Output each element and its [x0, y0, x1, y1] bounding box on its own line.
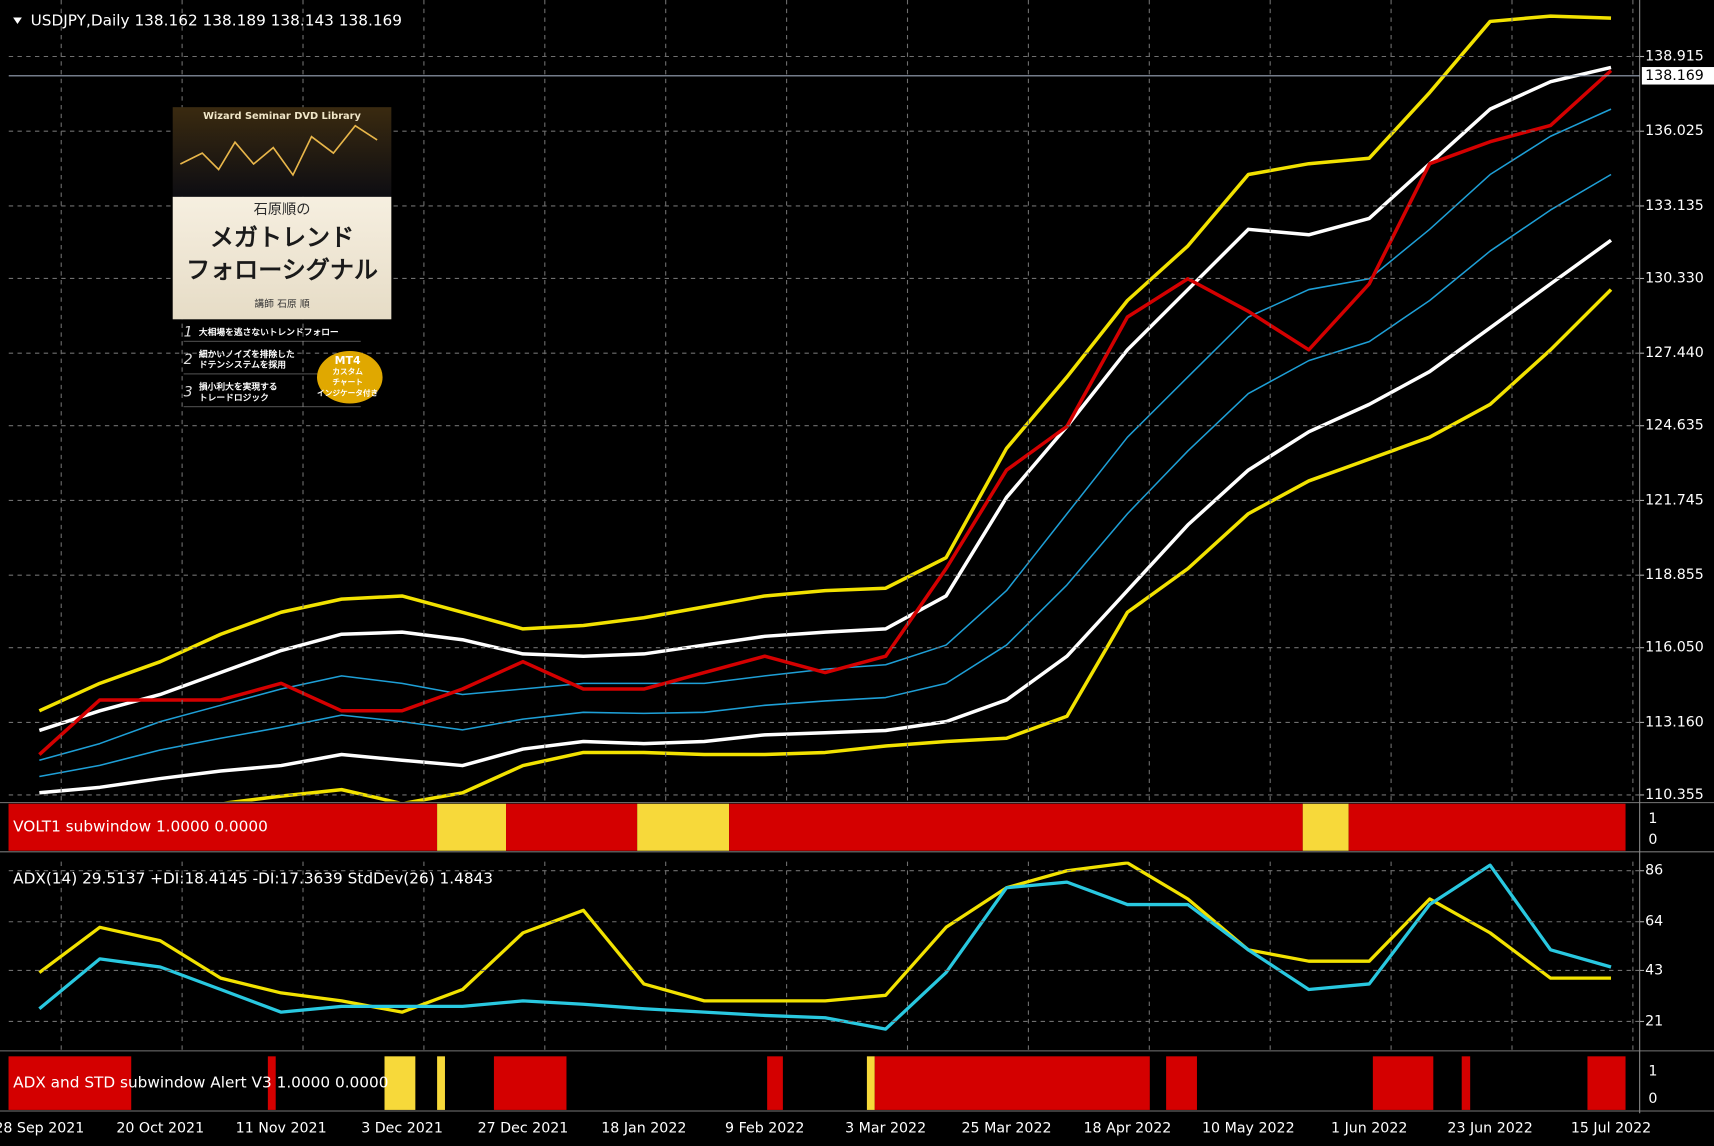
- plot-area: [38, 861, 1612, 1031]
- x-tick-label: 1 Jun 2022: [1331, 1121, 1407, 1137]
- series-line: [38, 65, 1612, 733]
- signal-segment: [874, 1056, 1150, 1110]
- signal-segment: [493, 1056, 567, 1110]
- x-tick-label: 15 Jul 2022: [1571, 1121, 1651, 1137]
- plot-area: [38, 14, 1613, 802]
- ad-point-text: 細かいノイズを排除した: [199, 348, 295, 360]
- x-tick-label: 20 Oct 2021: [116, 1121, 204, 1137]
- signal-segment: [506, 803, 638, 851]
- y-tick-label: 64: [1645, 914, 1663, 930]
- x-tick-label: 18 Jan 2022: [601, 1121, 686, 1137]
- panel-title: ADX and STD subwindow Alert V3 1.0000 0.…: [13, 1074, 388, 1092]
- ad-title: フォローシグナル: [186, 256, 378, 284]
- ad-badge-text: インジケータ付き: [317, 388, 378, 398]
- y-tick-label: 21: [1645, 1013, 1663, 1029]
- series-line: [38, 861, 1612, 1014]
- y-tick-label: 113.160: [1645, 714, 1704, 730]
- current-price-label: 138.169: [1645, 68, 1704, 84]
- x-tick-label: 3 Dec 2021: [361, 1121, 443, 1137]
- ad-title: メガトレンド: [210, 223, 354, 251]
- series-line: [223, 288, 1613, 802]
- series-line: [39, 173, 1612, 778]
- y-tick-label: 138.915: [1645, 48, 1704, 64]
- current-price-box: [1641, 67, 1714, 85]
- signal-segment: [384, 1056, 416, 1110]
- signal-segment: [1302, 803, 1349, 851]
- x-tick-label: 10 May 2022: [1202, 1121, 1295, 1137]
- signal-segment: [1372, 1056, 1434, 1110]
- series-line: [38, 69, 1613, 756]
- x-tick-label: 11 Nov 2021: [236, 1121, 327, 1137]
- signal-segment: [267, 1056, 276, 1110]
- signal-segment: [637, 803, 730, 851]
- ad-point-number: 3: [184, 385, 193, 401]
- signal-segment: [1461, 1056, 1471, 1110]
- ad-badge-text: カスタム: [332, 366, 363, 376]
- x-tick-label: 9 Feb 2022: [725, 1121, 804, 1137]
- signal-segment: [767, 1056, 783, 1110]
- x-tick-label: 25 Mar 2022: [962, 1121, 1052, 1137]
- ad-lecturer: 講師 石原 順: [254, 297, 310, 310]
- x-tick-label: 28 Sep 2021: [0, 1121, 84, 1137]
- ad-point-text: 損小利大を実現する: [199, 381, 278, 393]
- y-tick-label: 0: [1648, 1091, 1657, 1107]
- ad-badge-text: チャート: [332, 378, 362, 387]
- y-tick-label: 1: [1648, 1064, 1657, 1080]
- panel-title: ADX(14) 29.5137 +DI:18.4145 -DI:17.3639 …: [13, 870, 493, 888]
- ad-cover-chart: [179, 124, 378, 177]
- y-tick-label: 124.635: [1645, 418, 1704, 434]
- series-line: [39, 238, 1613, 795]
- menu-triangle: [13, 17, 22, 25]
- series-line: [38, 14, 1612, 713]
- y-tick-label: 1: [1648, 811, 1657, 827]
- ad-point-text: トレードロジック: [199, 393, 269, 404]
- signal-segment: [8, 1056, 132, 1110]
- ad-cover-bottom: [172, 196, 392, 320]
- ad-point-number: 2: [184, 352, 193, 368]
- panel-title: VOLT1 subwindow 1.0000 0.0000: [13, 818, 268, 836]
- series-line: [39, 108, 1612, 761]
- signal-segment: [729, 803, 1303, 851]
- y-tick-label: 121.745: [1645, 492, 1704, 508]
- ad-point-text: ドテンシステムを採用: [199, 359, 286, 371]
- y-tick-label: 86: [1645, 863, 1663, 879]
- y-tick-label: 0: [1648, 832, 1657, 848]
- signal-segment: [1348, 803, 1626, 851]
- y-tick-label: 127.440: [1645, 345, 1704, 361]
- y-tick-label: 130.330: [1645, 270, 1704, 286]
- signal-segment: [437, 1056, 445, 1110]
- signal-segment: [1587, 1056, 1626, 1110]
- y-tick-label: 118.855: [1645, 567, 1704, 583]
- y-tick-label: 116.050: [1645, 640, 1704, 656]
- ad-badge-text: MT4: [335, 354, 361, 367]
- series-line: [38, 863, 1612, 1031]
- ad-author-line: 石原順の: [254, 201, 311, 218]
- x-tick-label: 23 Jun 2022: [1447, 1121, 1532, 1137]
- x-tick-label: 18 Apr 2022: [1084, 1121, 1172, 1137]
- ad-point-number: 1: [184, 324, 193, 340]
- signal-segment: [8, 803, 438, 851]
- ad-cover-top: [172, 107, 392, 197]
- chart-title: USDJPY,Daily 138.162 138.189 138.143 138…: [31, 11, 402, 29]
- y-tick-label: 136.025: [1645, 123, 1704, 139]
- signal-segment: [866, 1056, 875, 1110]
- ad-overlay: Wizard Seminar DVD Library 石原順のメガトレンドフォロー…: [172, 107, 392, 408]
- ad-badge: [317, 351, 383, 404]
- ad-point-text: 大相場を逃さないトレンドフォロー: [199, 326, 339, 338]
- y-tick-label: 110.355: [1645, 787, 1704, 803]
- x-tick-label: 27 Dec 2021: [478, 1121, 569, 1137]
- x-tick-label: 3 Mar 2022: [845, 1121, 926, 1137]
- y-tick-label: 43: [1645, 962, 1663, 978]
- signal-segment: [1166, 1056, 1197, 1110]
- y-tick-label: 133.135: [1645, 198, 1704, 214]
- signal-segment: [437, 803, 507, 851]
- ad-series: Wizard Seminar DVD Library: [203, 111, 361, 122]
